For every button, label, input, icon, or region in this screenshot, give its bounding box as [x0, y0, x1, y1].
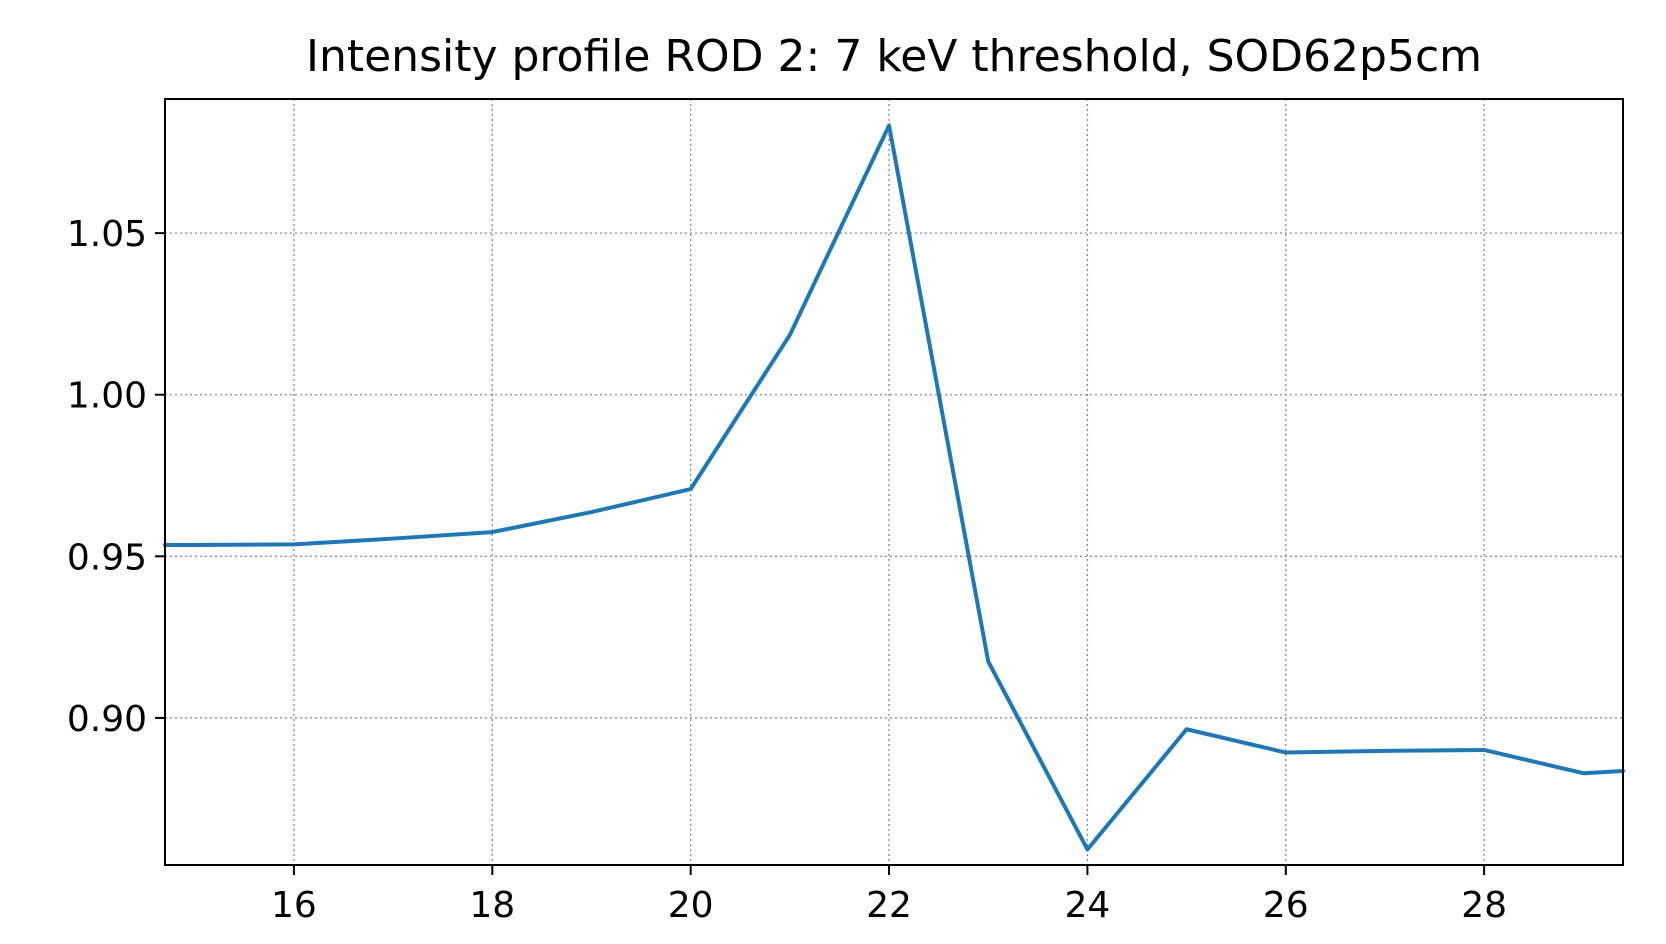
- x-tick-label: 22: [866, 885, 912, 926]
- grid-layer: [165, 99, 1623, 865]
- y-tick-label: 0.90: [67, 699, 147, 740]
- chart-title: Intensity profile ROD 2: 7 keV threshold…: [306, 31, 1482, 82]
- y-tick-label: 0.95: [67, 537, 147, 578]
- plot-area-frame: [164, 98, 1624, 866]
- x-tick-label: 20: [668, 885, 714, 926]
- y-tick-label: 1.00: [67, 376, 147, 417]
- ticks-layer: 16 18 20 22 24 26 28 0.90 0.95 1.00 1.05: [67, 214, 1507, 926]
- x-tick-label: 28: [1461, 885, 1507, 926]
- x-tick-label: 16: [271, 885, 317, 926]
- y-tick-label: 1.05: [67, 214, 147, 255]
- series-layer: [163, 123, 1625, 852]
- series-line-0: [163, 123, 1625, 852]
- x-tick-label: 26: [1263, 885, 1309, 926]
- x-tick-label: 18: [469, 885, 515, 926]
- x-tick-label: 24: [1065, 885, 1111, 926]
